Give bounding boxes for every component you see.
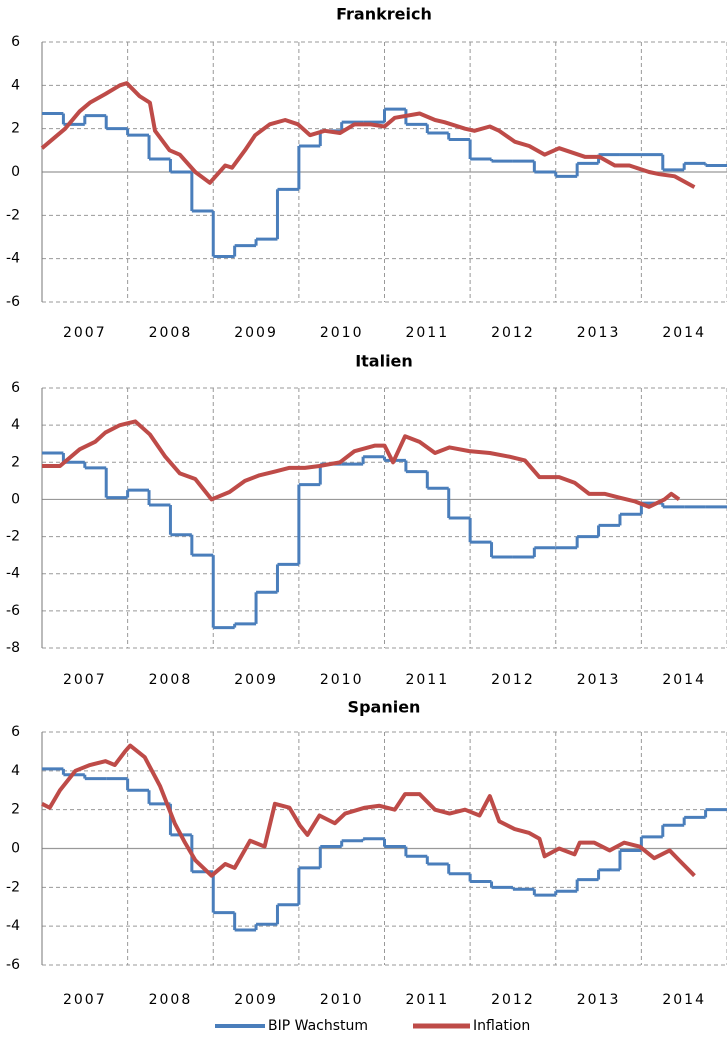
legend-label: BIP Wachstum (268, 1018, 368, 1034)
legend-label: Inflation (473, 1018, 530, 1034)
y-tick-label: 4 (11, 77, 20, 93)
x-tick-label: 2013 (577, 992, 621, 1008)
y-tick-label: -4 (6, 251, 20, 267)
x-tick-label: 2011 (405, 325, 449, 341)
x-tick-label: 2011 (405, 992, 449, 1008)
y-tick-label: 2 (11, 454, 20, 470)
y-tick-label: 0 (11, 491, 20, 507)
x-tick-label: 2009 (234, 992, 278, 1008)
x-tick-label: 2013 (577, 325, 621, 341)
x-tick-label: 2014 (662, 992, 706, 1008)
x-tick-label: 2010 (320, 325, 364, 341)
x-tick-label: 2014 (662, 672, 706, 688)
y-tick-label: 6 (11, 724, 20, 740)
x-tick-label: 2011 (405, 672, 449, 688)
x-tick-label: 2012 (491, 672, 535, 688)
y-tick-label: -4 (6, 566, 20, 582)
line-series (40, 81, 696, 189)
x-tick-label: 2010 (320, 672, 364, 688)
y-tick-label: 0 (11, 164, 20, 180)
y-tick-label: 4 (11, 763, 20, 779)
x-tick-label: 2008 (149, 992, 193, 1008)
x-tick-label: 2014 (662, 325, 706, 341)
x-tick-label: 2007 (63, 325, 107, 341)
y-tick-label: -2 (6, 529, 20, 545)
x-tick-label: 2008 (149, 672, 193, 688)
y-tick-label: 6 (11, 380, 20, 396)
y-tick-label: -8 (6, 640, 20, 656)
y-tick-label: -4 (6, 918, 20, 934)
x-tick-label: 2009 (234, 325, 278, 341)
line-series (42, 419, 681, 509)
x-tick-label: 2012 (491, 325, 535, 341)
y-tick-label: 0 (11, 841, 20, 857)
chart-title: Italien (355, 352, 413, 371)
y-tick-label: 6 (11, 34, 20, 50)
x-tick-label: 2007 (63, 672, 107, 688)
chart-title: Spanien (348, 698, 421, 717)
x-tick-label: 2010 (320, 992, 364, 1008)
x-tick-label: 2012 (491, 992, 535, 1008)
y-tick-label: -6 (6, 957, 20, 973)
y-tick-label: 4 (11, 417, 20, 433)
x-tick-label: 2013 (577, 672, 621, 688)
y-tick-label: -2 (6, 207, 20, 223)
x-tick-label: 2008 (149, 325, 193, 341)
y-tick-label: -6 (6, 294, 20, 310)
x-tick-label: 2009 (234, 672, 278, 688)
x-tick-label: 2007 (63, 992, 107, 1008)
chart-title: Frankreich (336, 5, 432, 24)
line-series (41, 743, 696, 878)
y-tick-label: 2 (11, 802, 20, 818)
y-tick-label: -6 (6, 603, 20, 619)
y-tick-label: -2 (6, 879, 20, 895)
y-tick-label: 2 (11, 121, 20, 137)
